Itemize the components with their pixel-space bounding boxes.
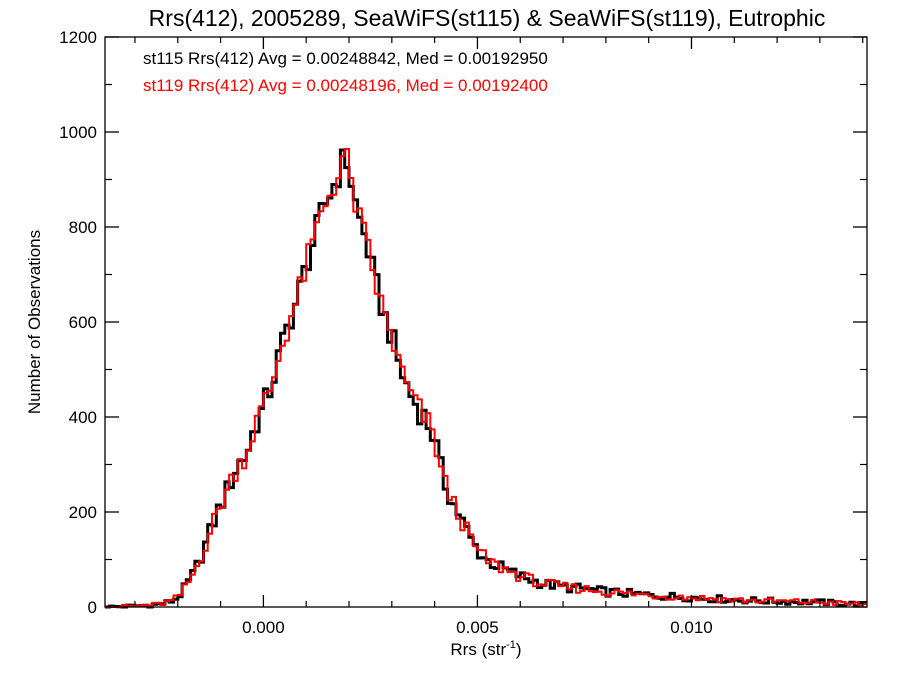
x-axis-title-sup: -1 xyxy=(506,639,516,651)
x-axis-title: Rrs (str-1) xyxy=(450,639,521,659)
histogram-line-st119 xyxy=(105,148,867,608)
y-axis-title: Number of Observations xyxy=(25,230,44,414)
y-tick-label: 600 xyxy=(69,313,97,332)
y-tick-label: 1000 xyxy=(59,123,97,142)
y-tick-label: 0 xyxy=(88,598,97,617)
x-tick-label: 0.000 xyxy=(242,618,285,637)
y-tick-label: 200 xyxy=(69,503,97,522)
plot-frame xyxy=(104,36,868,608)
y-tick-label: 400 xyxy=(69,408,97,427)
axis-ticks: 0.000 0.005 0.010 0 200 400 600 800 1000 1200 xyxy=(59,28,867,637)
legend-st119: st119 Rrs(412) Avg = 0.00248196, Med = 0… xyxy=(143,76,548,95)
histogram-line-st115 xyxy=(105,148,867,609)
x-axis-title-main: Rrs (str xyxy=(450,640,506,659)
x-tick-label: 0.005 xyxy=(456,618,499,637)
y-tick-label: 800 xyxy=(69,218,97,237)
legend-st115: st115 Rrs(412) Avg = 0.00248842, Med = 0… xyxy=(143,49,548,68)
x-axis-title-end: ) xyxy=(516,640,522,659)
y-tick-label: 1200 xyxy=(59,28,97,47)
chart-title: Rrs(412), 2005289, SeaWiFS(st115) & SeaW… xyxy=(149,5,826,31)
plot-area xyxy=(105,148,867,609)
x-tick-label: 0.010 xyxy=(670,618,713,637)
